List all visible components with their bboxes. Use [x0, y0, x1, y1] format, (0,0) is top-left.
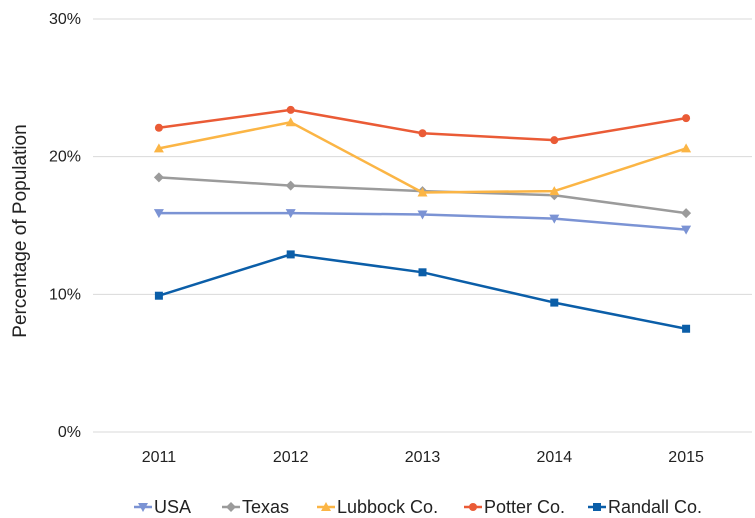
legend-label-potter-co: Potter Co.	[484, 497, 565, 517]
x-axis-tick-labels: 2011 2012 2013 2014 2015	[142, 449, 704, 466]
legend: USA Texas Lubbock Co. Potter Co. Randall Co.	[134, 497, 702, 517]
series-lubbock-co	[153, 117, 692, 197]
legend-marker-randall-co	[593, 503, 601, 511]
data-point-usa-2011	[153, 209, 164, 219]
series-randall-co	[154, 250, 691, 333]
legend-label-usa: USA	[154, 497, 191, 517]
data-point-usa-2015	[681, 225, 692, 235]
y-tick-label-30: 30%	[49, 11, 81, 28]
y-axis-title: Percentage of Population	[10, 124, 31, 337]
data-point-randall-co-2015	[682, 324, 691, 333]
data-point-lubbock-co-2013	[417, 187, 428, 197]
x-tick-label-2014: 2014	[537, 449, 573, 466]
data-point-lubbock-co-2012	[285, 117, 296, 127]
legend-label-texas: Texas	[242, 497, 289, 517]
x-tick-label-2012: 2012	[273, 449, 309, 466]
data-point-texas-2012	[285, 180, 296, 191]
series-lines	[153, 105, 692, 333]
y-tick-label-10: 10%	[49, 286, 81, 303]
series-line-randall-co	[157, 253, 688, 330]
legend-marker-potter-co	[469, 503, 477, 511]
legend-item-potter-co: Potter Co.	[464, 497, 565, 517]
x-tick-label-2013: 2013	[405, 449, 441, 466]
data-point-texas-2011	[153, 172, 164, 183]
data-point-lubbock-co-2011	[153, 143, 164, 153]
legend-marker-usa	[138, 503, 148, 512]
data-point-randall-co-2014	[550, 298, 559, 307]
x-tick-label-2015: 2015	[668, 449, 704, 466]
gridlines	[93, 18, 752, 433]
data-point-lubbock-co-2015	[681, 143, 692, 153]
data-point-potter-co-2011	[154, 123, 163, 132]
data-point-potter-co-2012	[286, 105, 295, 114]
legend-item-usa: USA	[134, 497, 191, 517]
data-point-potter-co-2013	[418, 129, 427, 138]
legend-item-lubbock-co: Lubbock Co.	[317, 497, 438, 517]
legend-item-randall-co: Randall Co.	[588, 497, 702, 517]
data-point-usa-2013	[417, 210, 428, 220]
y-axis-tick-labels: 0% 10% 20% 30%	[49, 11, 81, 441]
legend-marker-lubbock-co	[321, 502, 331, 511]
legend-item-texas: Texas	[222, 497, 289, 517]
data-point-randall-co-2012	[286, 250, 295, 259]
data-point-potter-co-2015	[682, 114, 691, 123]
data-point-randall-co-2011	[154, 291, 163, 300]
legend-marker-texas	[226, 502, 236, 512]
y-tick-label-0: 0%	[58, 424, 81, 441]
series-usa	[153, 209, 692, 235]
data-point-randall-co-2013	[418, 268, 427, 277]
data-point-lubbock-co-2014	[549, 186, 560, 196]
data-point-usa-2014	[549, 214, 560, 224]
data-point-potter-co-2014	[550, 136, 559, 145]
legend-label-lubbock-co: Lubbock Co.	[337, 497, 438, 517]
data-point-usa-2012	[285, 209, 296, 219]
x-tick-label-2011: 2011	[142, 449, 177, 466]
y-tick-label-20: 20%	[49, 149, 81, 166]
series-potter-co	[154, 105, 691, 145]
legend-label-randall-co: Randall Co.	[608, 497, 702, 517]
data-point-texas-2015	[681, 208, 692, 219]
